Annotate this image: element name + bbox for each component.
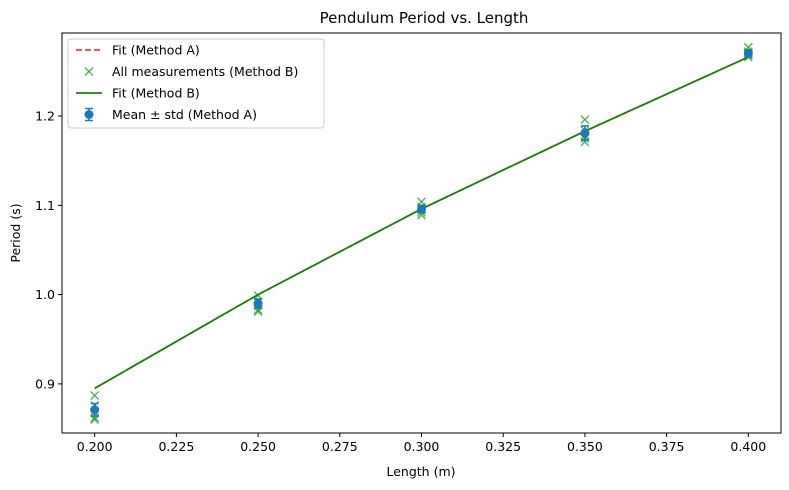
measurement-b-point bbox=[253, 307, 263, 317]
y-tick-label: 1.2 bbox=[35, 109, 55, 124]
legend-label: Mean ± std (Method A) bbox=[112, 107, 257, 122]
mean-a-errorbar bbox=[90, 402, 100, 417]
legend: Fit (Method A) All measurements (Method B… bbox=[67, 38, 325, 129]
legend-handle bbox=[84, 110, 94, 119]
x-marker-stroke bbox=[84, 66, 94, 77]
x-axis: 0.200 0.225 0.250 0.275 0.300 0.325 0.350 0.375… bbox=[77, 433, 766, 454]
x-marker-stroke bbox=[253, 307, 263, 317]
y-axis: 0.9 1.0 1.1 1.2 bbox=[35, 109, 62, 391]
mean-a-point bbox=[417, 204, 426, 214]
y-tick-label: 1.0 bbox=[35, 287, 55, 302]
mean-a-errorbar bbox=[580, 125, 590, 141]
mean-a-point bbox=[90, 405, 100, 415]
x-tick-label: 0.200 bbox=[77, 439, 113, 454]
legend-handle bbox=[84, 66, 94, 77]
legend-label: Fit (Method B) bbox=[112, 86, 200, 101]
mean-a-point bbox=[743, 49, 753, 59]
measurement-b-point bbox=[90, 413, 100, 423]
mean-a-errorbar bbox=[417, 204, 426, 214]
legend-fit-b: Fit (Method B) bbox=[76, 86, 200, 101]
mean-a-errorbar bbox=[253, 298, 263, 309]
x-marker-stroke bbox=[90, 390, 100, 401]
legend-box bbox=[67, 38, 325, 129]
measurement-b-point bbox=[580, 137, 590, 147]
measurement-b-point bbox=[580, 115, 590, 125]
x-tick-label: 0.350 bbox=[567, 439, 603, 454]
x-tick-label: 0.225 bbox=[158, 439, 194, 454]
x-marker-stroke bbox=[580, 115, 590, 125]
y-axis-label: Period (s) bbox=[8, 203, 23, 262]
x-tick-label: 0.400 bbox=[730, 439, 766, 454]
x-tick-label: 0.300 bbox=[404, 439, 440, 454]
mean-a-errorbar bbox=[743, 49, 753, 59]
legend-mean-a: Mean ± std (Method A) bbox=[84, 107, 257, 122]
x-tick-label: 0.325 bbox=[485, 439, 521, 454]
mean-a-point bbox=[580, 128, 590, 138]
x-tick-label: 0.375 bbox=[649, 439, 685, 454]
legend-label: All measurements (Method B) bbox=[112, 64, 298, 79]
measurement-b-point bbox=[90, 415, 100, 425]
chart-title: Pendulum Period vs. Length bbox=[320, 9, 529, 27]
legend-label: Fit (Method A) bbox=[112, 43, 200, 58]
mean-a-point bbox=[253, 299, 263, 309]
x-marker-stroke bbox=[580, 137, 590, 147]
legend-items: Fit (Method A) All measurements (Method B… bbox=[76, 43, 298, 122]
plot-marks bbox=[90, 42, 753, 425]
measurement-b-point bbox=[90, 390, 100, 401]
y-tick-label: 1.1 bbox=[35, 198, 55, 213]
x-marker-stroke bbox=[90, 415, 100, 425]
x-tick-label: 0.275 bbox=[322, 439, 358, 454]
x-tick-label: 0.250 bbox=[240, 439, 276, 454]
y-tick-label: 0.9 bbox=[35, 376, 55, 391]
legend-measurements-b: All measurements (Method B) bbox=[84, 64, 298, 79]
legend-fit-a: Fit (Method A) bbox=[76, 43, 200, 58]
x-axis-label: Length (m) bbox=[386, 464, 455, 479]
x-marker-stroke bbox=[90, 413, 100, 423]
